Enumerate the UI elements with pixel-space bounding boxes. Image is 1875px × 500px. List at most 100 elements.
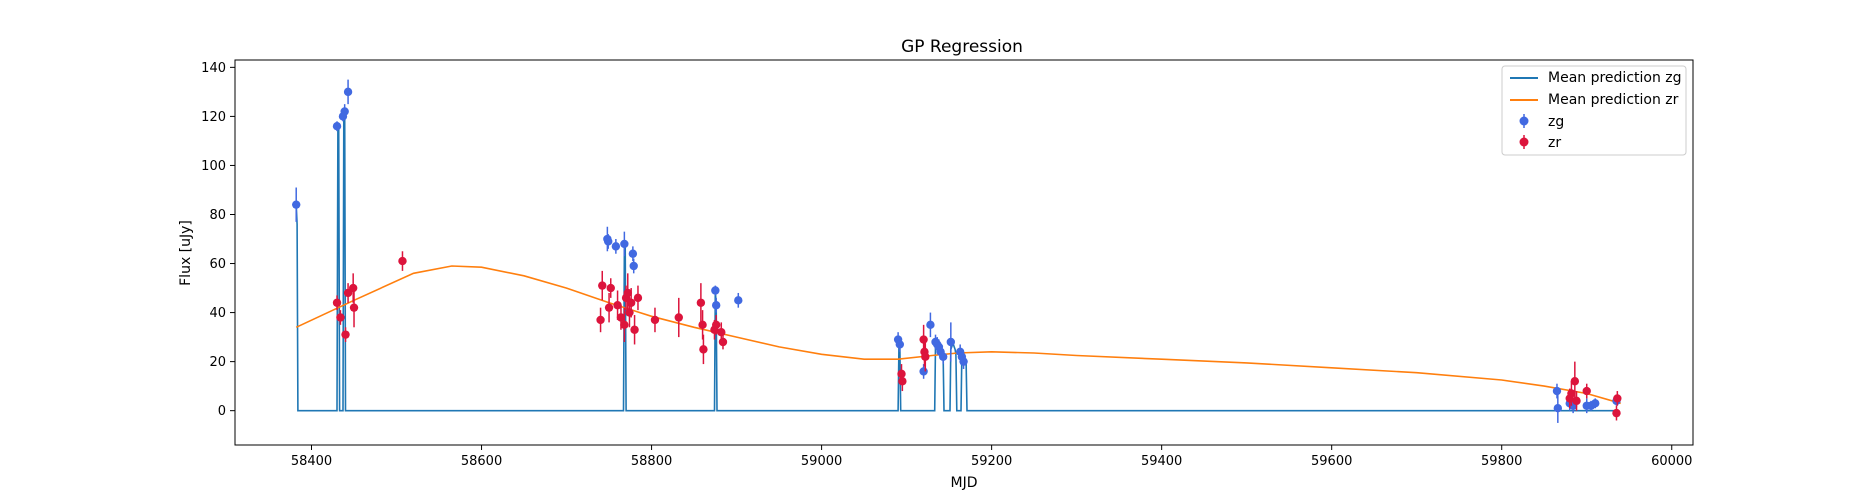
- legend-marker-zg: [1519, 114, 1529, 128]
- data-point: [895, 337, 905, 352]
- legend-label-mean-zr: Mean prediction zr: [1548, 92, 1679, 108]
- data-point: [711, 315, 721, 335]
- plot-area: 58400 58600 58800 59000 59200 59400 59600 59800…: [201, 59, 1694, 469]
- data-point: [626, 288, 636, 318]
- axes-frame: [234, 59, 1694, 446]
- data-point: [1582, 383, 1591, 399]
- point-marker: [959, 357, 968, 366]
- point-marker: [398, 256, 407, 266]
- legend: Mean prediction zg Mean prediction zr zg…: [1501, 65, 1687, 156]
- data-point: [926, 312, 935, 338]
- y-tick-label: 40: [209, 306, 226, 321]
- data-point: [611, 239, 621, 254]
- point-marker: [919, 367, 928, 376]
- x-tick-label: 58400: [291, 454, 332, 469]
- data-point: [1612, 405, 1621, 421]
- point-marker: [626, 298, 636, 307]
- y-tick-label: 20: [209, 355, 226, 370]
- data-point: [1567, 381, 1576, 406]
- series-layer: [292, 79, 1622, 423]
- point-marker: [596, 315, 605, 325]
- data-point: [633, 285, 643, 311]
- chart-title: GP Regression: [901, 37, 1023, 57]
- data-point: [341, 327, 350, 343]
- legend-label-zg: zg: [1548, 114, 1564, 130]
- data-point: [620, 231, 629, 257]
- x-tick-label: 59400: [1141, 454, 1182, 469]
- point-marker: [598, 281, 607, 290]
- point-marker: [341, 330, 350, 339]
- data-point: [340, 104, 349, 119]
- data-point: [336, 310, 345, 325]
- point-marker: [717, 327, 726, 337]
- point-marker: [674, 313, 683, 322]
- x-tick-label: 59000: [801, 454, 842, 469]
- data-point: [699, 334, 708, 365]
- y-axis-label: Flux [uJy]: [178, 220, 194, 286]
- x-tick-label: 59600: [1311, 454, 1352, 469]
- point-marker: [604, 303, 614, 312]
- point-marker: [650, 315, 660, 325]
- x-axis: 58400 58600 58800 59000 59200 59400 59600 59800…: [291, 445, 1692, 469]
- legend-label-zr: zr: [1548, 135, 1561, 151]
- point-marker: [1613, 394, 1622, 403]
- point-marker: [336, 313, 345, 322]
- y-tick-label: 60: [209, 257, 226, 272]
- point-marker: [1570, 377, 1580, 386]
- legend-marker-zr: [1519, 135, 1529, 149]
- y-tick-label: 140: [201, 61, 226, 76]
- point-marker: [606, 283, 615, 293]
- point-marker: [629, 261, 638, 271]
- point-marker: [1591, 399, 1600, 408]
- point-marker: [921, 352, 930, 361]
- data-point: [1553, 393, 1563, 423]
- data-point: [734, 292, 743, 308]
- data-point: [650, 307, 660, 333]
- data-point: [598, 270, 607, 301]
- point-marker: [711, 286, 720, 295]
- point-marker: [699, 345, 708, 354]
- data-point: [623, 273, 632, 313]
- data-point: [1591, 398, 1600, 409]
- data-point: [604, 234, 613, 249]
- point-marker: [1553, 404, 1563, 413]
- x-tick-label: 60000: [1651, 454, 1692, 469]
- point-marker: [332, 298, 342, 307]
- data-point: [898, 371, 907, 392]
- point-marker: [623, 288, 632, 298]
- point-marker: [734, 296, 743, 305]
- point-marker: [633, 293, 643, 303]
- point-marker: [919, 335, 928, 344]
- point-marker: [620, 239, 629, 249]
- point-marker: [938, 352, 948, 361]
- y-tick-label: 100: [201, 159, 226, 174]
- x-tick-label: 59800: [1481, 454, 1522, 469]
- point-marker: [718, 337, 728, 347]
- data-point: [292, 187, 301, 222]
- data-point: [696, 283, 706, 323]
- data-point: [343, 79, 353, 105]
- data-point: [1613, 391, 1622, 406]
- point-marker: [698, 320, 707, 330]
- data-point: [348, 273, 358, 303]
- data-point: [606, 278, 615, 298]
- x-tick-label: 58600: [461, 454, 502, 469]
- data-point: [620, 307, 629, 343]
- point-marker: [897, 369, 906, 379]
- data-point: [718, 334, 728, 350]
- data-point: [938, 349, 948, 365]
- data-point: [332, 121, 342, 132]
- data-point: [674, 297, 683, 338]
- data-point: [349, 288, 359, 328]
- point-marker: [340, 107, 349, 116]
- point-marker: [349, 303, 359, 312]
- point-marker: [711, 301, 721, 310]
- x-tick-label: 59200: [971, 454, 1012, 469]
- data-point: [959, 354, 968, 369]
- data-point: [398, 251, 407, 271]
- legend-label-mean-zg: Mean prediction zg: [1548, 70, 1682, 86]
- data-point: [711, 285, 720, 296]
- point-marker: [620, 320, 629, 330]
- point-marker: [711, 320, 721, 330]
- data-point: [630, 315, 639, 345]
